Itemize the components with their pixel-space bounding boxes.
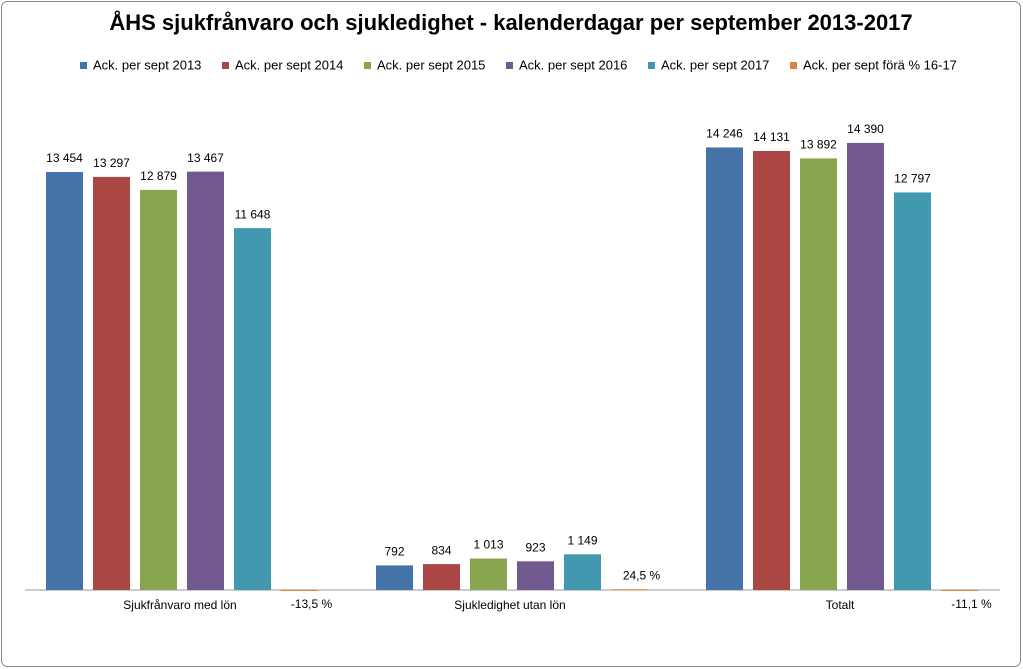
bar (894, 192, 931, 590)
bar (46, 172, 83, 591)
legend-swatch (80, 62, 87, 69)
bar (234, 228, 271, 590)
legend-label: Ack. per sept förä % 16-17 (803, 57, 957, 72)
data-label: 1 013 (473, 538, 503, 552)
legend-swatch (506, 62, 513, 69)
data-label: 13 297 (93, 156, 130, 170)
bar (140, 189, 177, 590)
bar (376, 565, 413, 590)
legend-swatch (364, 62, 371, 69)
bar (93, 176, 130, 590)
data-label: 13 454 (46, 151, 83, 165)
bar (517, 561, 554, 590)
bar (847, 142, 884, 590)
data-label: 14 390 (847, 122, 884, 136)
data-label: -11,1 % (951, 597, 992, 611)
data-label: 24,5 % (623, 568, 661, 582)
chart-title: ÅHS sjukfrånvaro och sjukledighet - kale… (109, 9, 912, 35)
legend-label: Ack. per sept 2017 (661, 57, 769, 72)
legend-label: Ack. per sept 2013 (93, 57, 201, 72)
legend-swatch (648, 62, 655, 69)
data-label: 923 (525, 540, 545, 554)
bar (800, 158, 837, 590)
bar (470, 558, 507, 590)
legend-label: Ack. per sept 2014 (235, 57, 343, 72)
data-label: 14 246 (706, 127, 743, 141)
bar (564, 554, 601, 590)
legend-label: Ack. per sept 2016 (519, 57, 627, 72)
bar (281, 590, 318, 591)
data-label: 1 149 (567, 533, 597, 547)
legend-label: Ack. per sept 2015 (377, 57, 485, 72)
data-label: 792 (384, 545, 404, 559)
data-label: 11 648 (235, 207, 271, 221)
bar (706, 147, 743, 591)
data-label: -13,5 % (291, 597, 333, 611)
data-label: 14 131 (753, 130, 790, 144)
data-label: 834 (431, 543, 451, 557)
bar (423, 564, 460, 590)
data-label: 12 879 (140, 169, 177, 183)
legend-swatch (790, 62, 797, 69)
bar (753, 150, 790, 590)
x-tick-label: Sjukledighet utan lön (454, 598, 565, 612)
legend-swatch (222, 62, 229, 69)
bar (941, 590, 978, 591)
x-tick-label: Sjukfrånvaro med lön (123, 598, 236, 612)
data-label: 13 892 (800, 138, 837, 152)
data-label: 12 797 (894, 172, 931, 186)
bar (187, 171, 224, 591)
x-tick-label: Totalt (826, 598, 855, 612)
bar (611, 589, 648, 591)
data-label: 13 467 (187, 151, 224, 165)
